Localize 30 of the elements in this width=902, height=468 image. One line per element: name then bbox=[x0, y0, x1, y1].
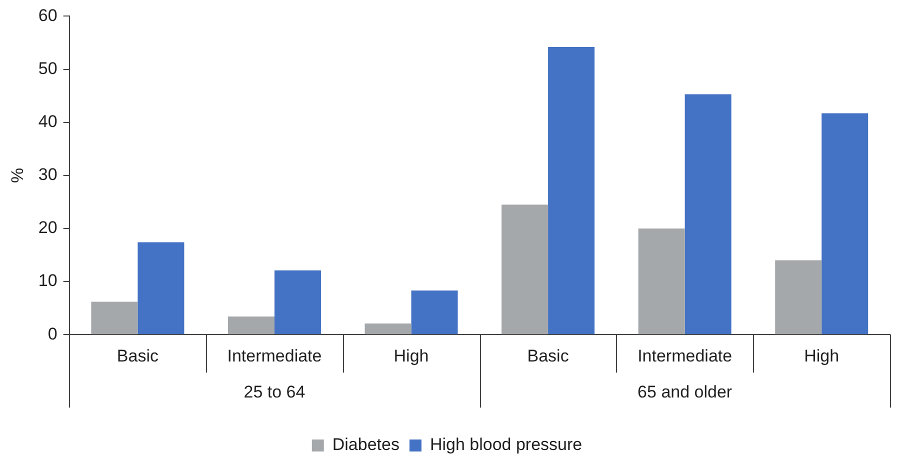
y-tick-label: 0 bbox=[48, 324, 58, 344]
y-tick-label: 20 bbox=[38, 218, 58, 238]
bar bbox=[411, 290, 458, 334]
legend-label: Diabetes bbox=[332, 435, 400, 454]
bar bbox=[775, 260, 822, 334]
bar bbox=[91, 302, 138, 334]
bar bbox=[822, 113, 868, 334]
bar bbox=[364, 323, 412, 334]
x-tick-label: Intermediate bbox=[638, 346, 732, 366]
text: 65 and older bbox=[638, 382, 732, 402]
y-tick-label: 60 bbox=[38, 6, 58, 25]
bar bbox=[274, 270, 321, 334]
bar bbox=[548, 46, 595, 334]
text: 25 to 64 bbox=[244, 382, 306, 402]
y-tick-label: 10 bbox=[38, 271, 58, 290]
x-tick-label: High bbox=[804, 346, 840, 366]
x-tick-label: High bbox=[394, 346, 429, 366]
y-tick-label: 30 bbox=[38, 165, 58, 184]
bar bbox=[228, 316, 274, 334]
bar bbox=[138, 242, 184, 334]
y-axis-title: % bbox=[8, 168, 27, 183]
x-tick-label: Basic bbox=[527, 346, 570, 366]
y-tick-label: 50 bbox=[38, 58, 58, 78]
bar bbox=[502, 204, 548, 334]
bar bbox=[684, 94, 732, 334]
legend-label: High blood pressure bbox=[430, 435, 582, 454]
x-tick-label: Basic bbox=[116, 346, 159, 366]
y-tick-label: 40 bbox=[38, 112, 58, 132]
bar bbox=[638, 228, 685, 334]
x-tick-label: Intermediate bbox=[227, 346, 322, 366]
